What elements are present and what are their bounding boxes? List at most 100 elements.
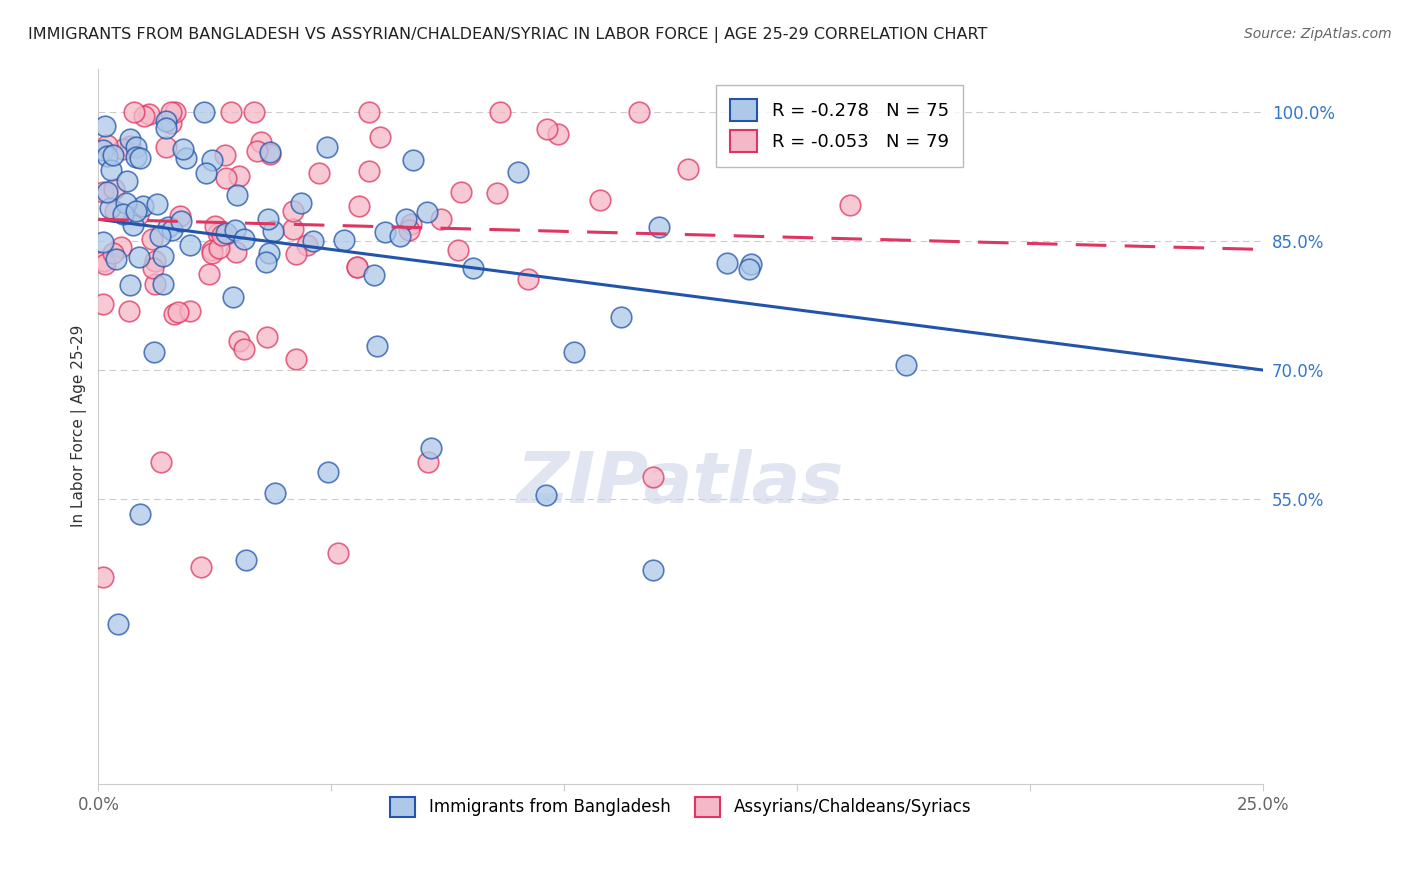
Point bbox=[225, 245, 247, 260]
Point bbox=[149, 455, 172, 469]
Point bbox=[93, 297, 115, 311]
Point bbox=[224, 223, 246, 237]
Point bbox=[96, 138, 118, 153]
Point bbox=[641, 469, 664, 483]
Point bbox=[115, 174, 138, 188]
Point bbox=[222, 290, 245, 304]
Point bbox=[207, 226, 229, 240]
Point bbox=[839, 197, 862, 211]
Point bbox=[290, 196, 312, 211]
Point bbox=[143, 254, 166, 268]
Point bbox=[738, 261, 761, 276]
Point bbox=[107, 617, 129, 632]
Point bbox=[172, 142, 194, 156]
Text: Source: ZipAtlas.com: Source: ZipAtlas.com bbox=[1244, 27, 1392, 41]
Point bbox=[127, 208, 149, 222]
Point bbox=[160, 116, 183, 130]
Point bbox=[115, 196, 138, 211]
Point bbox=[163, 307, 186, 321]
Point bbox=[254, 255, 277, 269]
Point bbox=[117, 303, 139, 318]
Point bbox=[610, 310, 633, 324]
Point bbox=[326, 546, 349, 560]
Point bbox=[94, 119, 117, 133]
Point bbox=[349, 199, 371, 213]
Point bbox=[641, 563, 664, 577]
Point bbox=[132, 199, 155, 213]
Point bbox=[676, 162, 699, 177]
Point bbox=[149, 229, 172, 244]
Point bbox=[138, 107, 160, 121]
Point bbox=[346, 260, 368, 275]
Point bbox=[125, 203, 148, 218]
Point bbox=[198, 267, 221, 281]
Point bbox=[235, 553, 257, 567]
Point bbox=[125, 139, 148, 153]
Point bbox=[250, 135, 273, 149]
Point bbox=[259, 147, 281, 161]
Point bbox=[246, 144, 269, 158]
Point bbox=[416, 205, 439, 219]
Point bbox=[179, 303, 201, 318]
Point bbox=[536, 122, 558, 136]
Point bbox=[156, 220, 179, 235]
Point bbox=[201, 153, 224, 168]
Point bbox=[118, 132, 141, 146]
Point bbox=[143, 277, 166, 292]
Point bbox=[517, 272, 540, 286]
Point bbox=[193, 104, 215, 119]
Point bbox=[281, 222, 304, 236]
Point bbox=[125, 150, 148, 164]
Point bbox=[243, 104, 266, 119]
Point bbox=[100, 162, 122, 177]
Point bbox=[257, 246, 280, 260]
Point bbox=[141, 232, 163, 246]
Point bbox=[195, 166, 218, 180]
Point bbox=[463, 260, 485, 275]
Point bbox=[228, 169, 250, 183]
Text: ZIPatlas: ZIPatlas bbox=[517, 449, 845, 518]
Point bbox=[160, 104, 183, 119]
Point bbox=[450, 185, 472, 199]
Point bbox=[132, 109, 155, 123]
Point bbox=[363, 268, 385, 283]
Point bbox=[101, 246, 124, 260]
Point bbox=[740, 257, 762, 271]
Point bbox=[333, 233, 356, 247]
Point bbox=[142, 261, 165, 276]
Point bbox=[416, 455, 439, 469]
Point bbox=[91, 185, 114, 199]
Point bbox=[118, 277, 141, 292]
Point bbox=[896, 359, 918, 373]
Point bbox=[308, 166, 330, 180]
Point bbox=[101, 148, 124, 162]
Point bbox=[297, 237, 319, 252]
Point bbox=[215, 170, 238, 185]
Point bbox=[155, 121, 177, 136]
Point bbox=[143, 345, 166, 359]
Point bbox=[589, 193, 612, 207]
Point bbox=[104, 203, 127, 218]
Point bbox=[111, 142, 134, 156]
Point bbox=[219, 104, 242, 119]
Point bbox=[211, 228, 233, 243]
Point bbox=[190, 560, 212, 574]
Point bbox=[110, 240, 132, 254]
Point bbox=[91, 570, 114, 584]
Point bbox=[179, 238, 201, 252]
Point bbox=[489, 104, 512, 119]
Point bbox=[508, 165, 530, 179]
Point bbox=[174, 151, 197, 165]
Point bbox=[146, 196, 169, 211]
Point bbox=[302, 235, 325, 249]
Point bbox=[93, 254, 115, 268]
Point bbox=[96, 185, 118, 199]
Point bbox=[262, 224, 284, 238]
Point bbox=[346, 260, 368, 274]
Point bbox=[128, 507, 150, 521]
Point bbox=[93, 257, 115, 271]
Point bbox=[395, 211, 418, 226]
Point bbox=[103, 181, 125, 195]
Point bbox=[169, 209, 191, 223]
Point bbox=[316, 465, 339, 479]
